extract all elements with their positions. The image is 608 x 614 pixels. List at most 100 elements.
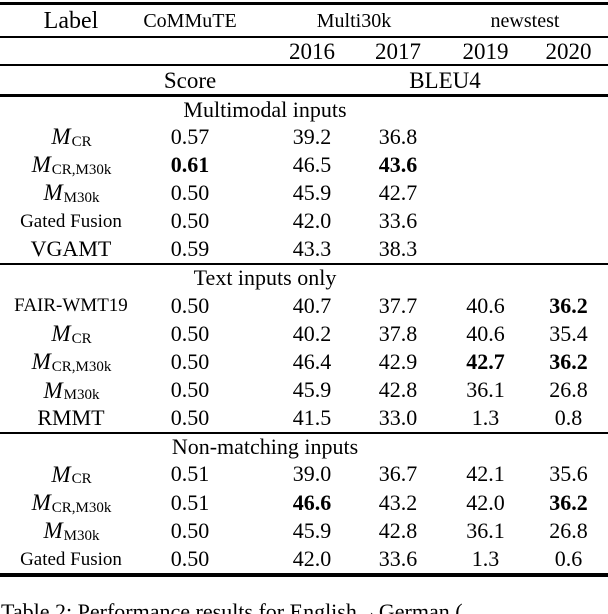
bottom-rule [0, 573, 608, 578]
value-cell: 37.7 [378, 292, 418, 318]
row-label: Gated Fusion [20, 210, 122, 232]
value-cell: 45.9 [292, 377, 332, 403]
model-symbol: M [43, 180, 63, 206]
value-cell: 43.2 [378, 489, 418, 515]
value-cell [442, 235, 529, 263]
year-spacer-1 [0, 38, 130, 64]
header-year-2019: 2019 [462, 38, 509, 64]
value-cell: 42.8 [378, 517, 418, 543]
model-symbol: M [31, 490, 51, 516]
value-cell: 36.7 [378, 461, 418, 487]
header-year-2016: 2016 [289, 38, 335, 64]
model-symbol: M [43, 377, 63, 403]
top-rule [0, 2, 608, 5]
row-label: M M30k [43, 180, 100, 206]
header-label: Label [43, 7, 99, 34]
value-cell: 0.57 [170, 123, 210, 149]
row-label: M CR,M30k [31, 152, 112, 178]
value-cell: 40.7 [292, 292, 332, 318]
value-cell [529, 207, 608, 235]
value-cell: 0.6 [554, 546, 583, 572]
header-newstest: newstest [490, 9, 560, 32]
value-cell: 33.6 [378, 546, 418, 572]
row-label: M M30k [43, 518, 100, 544]
value-cell: 1.3 [471, 405, 500, 431]
value-cell: 45.9 [292, 517, 332, 543]
value-cell [529, 235, 608, 263]
value-cell: 45.9 [292, 179, 332, 205]
value-cell: 39.2 [292, 123, 332, 149]
value-cell: 0.51 [170, 489, 210, 515]
header-multi30k: Multi30k [316, 9, 392, 32]
value-cell: 35.6 [549, 461, 588, 487]
model-symbol: M [31, 152, 51, 178]
model-symbol: M [31, 349, 51, 375]
section-divider [0, 432, 608, 435]
value-cell: 42.8 [378, 377, 418, 403]
value-cell: 40.2 [292, 320, 332, 346]
header-commute: CoMMuTE [143, 9, 237, 32]
row-label: RMMT [37, 405, 105, 431]
value-cell: 36.1 [466, 517, 505, 543]
value-cell: 0.51 [170, 461, 210, 487]
value-cell [442, 123, 529, 151]
header-score: Score [163, 67, 217, 93]
metric-spacer [0, 66, 130, 94]
row-label: M CR [51, 461, 92, 488]
year-spacer-2 [130, 38, 250, 64]
value-cell: 36.2 [549, 489, 588, 515]
value-cell: 0.50 [170, 208, 210, 234]
header-bleu4: BLEU4 [409, 67, 481, 93]
value-cell: 0.50 [170, 377, 210, 403]
header-divider-1 [0, 36, 608, 38]
header-year-2020: 2020 [545, 38, 592, 64]
value-cell: 39.0 [292, 461, 332, 487]
model-symbol: M [51, 461, 71, 487]
value-cell [442, 179, 529, 207]
value-cell: 0.59 [170, 236, 210, 262]
value-cell: 33.0 [378, 405, 418, 431]
value-cell: 26.8 [549, 517, 588, 543]
value-cell: 46.5 [292, 151, 332, 177]
header-year-2017: 2017 [375, 38, 421, 64]
value-cell: 42.7 [378, 179, 418, 205]
value-cell: 40.6 [466, 292, 505, 318]
value-cell: 36.8 [378, 123, 418, 149]
value-cell: 36.1 [466, 377, 505, 403]
value-cell: 0.50 [170, 546, 210, 572]
model-symbol: M [43, 518, 63, 544]
value-cell: 43.6 [378, 151, 418, 177]
value-cell: 33.6 [378, 208, 418, 234]
value-cell: 0.50 [170, 292, 210, 318]
row-label: M CR [51, 124, 92, 150]
value-cell: 42.0 [292, 546, 332, 572]
value-cell: 42.9 [378, 348, 418, 374]
table-caption: Table 2: Performance results for English… [1, 599, 463, 614]
value-cell [529, 151, 608, 179]
value-cell: 41.5 [292, 405, 332, 431]
row-label: M M30k [43, 377, 100, 404]
header-divider-3 [0, 94, 608, 97]
value-cell: 40.6 [466, 320, 505, 346]
value-cell: 0.50 [170, 405, 210, 431]
row-label: FAIR-WMT19 [14, 295, 128, 317]
header-divider-2 [0, 64, 608, 66]
value-cell: 0.50 [170, 348, 210, 374]
row-label: M CR [51, 321, 92, 347]
value-cell [442, 207, 529, 235]
row-label: VGAMT [30, 236, 112, 262]
row-label: Gated Fusion [20, 548, 122, 570]
section-title: Text inputs only [193, 265, 337, 291]
row-label: M CR,M30k [31, 349, 112, 375]
results-table: Label CoMMuTE Multi30k newstest 2016 201… [0, 2, 608, 578]
value-cell: 1.3 [471, 546, 500, 572]
model-symbol: M [51, 124, 71, 150]
value-cell: 35.4 [549, 320, 588, 346]
model-symbol: M [51, 321, 71, 347]
value-cell: 0.50 [170, 517, 210, 543]
value-cell: 42.7 [466, 348, 505, 374]
value-cell: 0.50 [170, 320, 210, 346]
value-cell: 0.8 [554, 405, 583, 431]
value-cell: 26.8 [549, 377, 588, 403]
